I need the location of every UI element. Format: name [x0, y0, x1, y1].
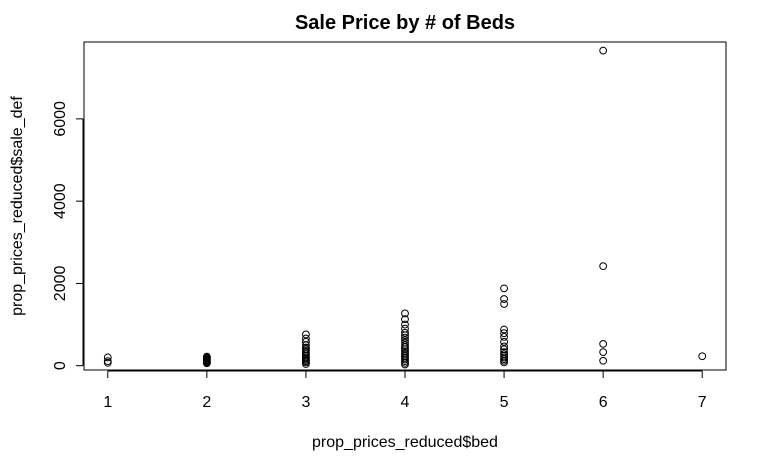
y-axis: 0 2000 4000 6000: [52, 101, 84, 370]
data-point: [500, 295, 508, 303]
data-point: [500, 348, 508, 357]
data-point: [599, 339, 608, 348]
data-point: [202, 352, 211, 361]
data-point: [401, 309, 409, 318]
data-point: [401, 338, 409, 347]
data-point: [401, 336, 409, 345]
x-tick-label: 5: [500, 394, 509, 411]
data-point: [401, 347, 409, 356]
x-tick-label: 3: [301, 394, 310, 411]
chart-title: Sale Price by # of Beds: [295, 12, 515, 34]
x-axis-label: prop_prices_reduced$bed: [312, 434, 498, 451]
data-point: [500, 329, 508, 338]
x-axis: 1 2 3 4 5 6 7: [103, 370, 707, 411]
x-tick-label: 4: [401, 394, 410, 411]
data-point: [500, 325, 508, 334]
data-point: [302, 334, 310, 343]
data-point: [103, 353, 112, 362]
y-tick-label: 2000: [52, 266, 69, 302]
x-tick-label: 6: [599, 394, 608, 411]
x-tick-label: 2: [202, 394, 211, 411]
plot-frame: [83, 41, 727, 371]
data-point: [698, 352, 707, 361]
data-point: [599, 348, 608, 357]
data-point: [500, 332, 508, 341]
data-point: [401, 328, 409, 337]
data-point: [401, 315, 409, 324]
x-tick-label: 7: [698, 394, 707, 411]
data-point: [500, 337, 508, 346]
data-point: [401, 320, 409, 329]
data-point: [599, 46, 608, 55]
data-point: [302, 330, 310, 339]
data-point: [500, 345, 508, 354]
x-tick-label: 1: [103, 394, 112, 411]
data-point: [401, 333, 409, 342]
data-point: [302, 337, 310, 346]
y-tick-label: 6000: [52, 101, 69, 137]
data-point: [302, 343, 310, 352]
data-points: [103, 46, 707, 369]
data-point: [599, 356, 608, 365]
y-axis-label: prop_prices_reduced$sale_def: [9, 96, 26, 316]
data-point: [500, 350, 508, 359]
y-tick-label: 0: [52, 361, 69, 370]
data-point: [103, 357, 112, 366]
data-point: [500, 300, 508, 308]
data-point: [401, 324, 409, 333]
data-point: [500, 284, 508, 293]
data-point: [599, 262, 608, 271]
data-point: [401, 341, 409, 350]
y-tick-label: 4000: [52, 183, 69, 219]
data-point: [500, 342, 508, 351]
